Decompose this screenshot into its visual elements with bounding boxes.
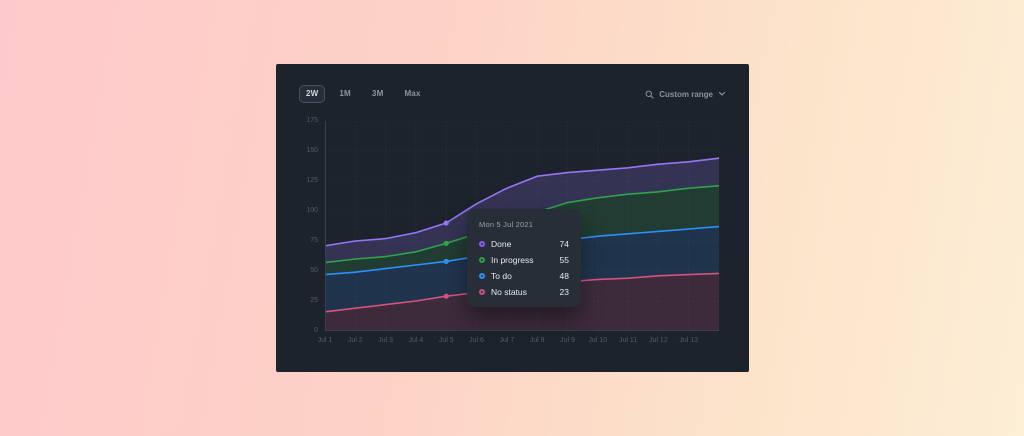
chart-panel: 2W 1M 3M Max Custom range 0 25 50 75 100 125 150 1… xyxy=(276,64,749,372)
range-button-2w[interactable]: 2W xyxy=(299,85,326,103)
y-tick-label: 75 xyxy=(310,237,318,244)
x-tick-label: Jul 8 xyxy=(529,337,545,344)
tooltip-row-done: Done 74 xyxy=(479,238,569,250)
y-tick-label: 100 xyxy=(306,207,318,214)
y-tick-label: 125 xyxy=(306,177,318,184)
range-button-1m[interactable]: 1M xyxy=(332,85,358,103)
x-tick-label: Jul 4 xyxy=(408,337,424,344)
x-tick-label: Jul 12 xyxy=(649,337,668,344)
y-tick-label: 50 xyxy=(310,267,318,274)
tooltip-series-value: 55 xyxy=(559,255,569,265)
tooltip-series-value: 23 xyxy=(559,287,569,297)
range-button-max[interactable]: Max xyxy=(397,85,427,103)
x-tick-label: Jul 11 xyxy=(618,337,638,344)
tooltip-row-in-progress: In progress 55 xyxy=(479,254,569,266)
tooltip-series-label: No status xyxy=(491,287,527,297)
x-tick-label: Jul 1 xyxy=(317,337,333,344)
custom-range-dropdown[interactable]: Custom range xyxy=(645,90,726,99)
tooltip-date: Mon 5 Jul 2021 xyxy=(479,220,534,229)
legend-ring-icon xyxy=(479,241,485,247)
legend-ring-icon xyxy=(479,289,485,295)
chart-tooltip: Mon 5 Jul 2021 Done 74 In progress 55 To do 4… xyxy=(467,209,581,307)
tooltip-series-value: 48 xyxy=(559,271,569,281)
y-tick-label: 0 xyxy=(314,327,318,334)
legend-ring-icon xyxy=(479,273,485,279)
custom-range-label: Custom range xyxy=(659,89,713,99)
x-tick-label: Jul 9 xyxy=(560,337,575,344)
x-tick-label: Jul 10 xyxy=(588,337,608,344)
tooltip-row-no-status: No status 23 xyxy=(479,286,569,298)
tooltip-rows: Done 74 In progress 55 To do 48 No status 23 xyxy=(479,238,569,298)
chevron-down-icon xyxy=(718,91,726,97)
x-tick-label: Jul 2 xyxy=(347,337,363,344)
search-icon xyxy=(645,90,654,99)
y-tick-label: 25 xyxy=(310,297,318,304)
y-tick-label: 175 xyxy=(306,117,318,124)
tooltip-row-to-do: To do 48 xyxy=(479,270,569,282)
tooltip-series-label: To do xyxy=(491,271,512,281)
x-tick-label: Jul 7 xyxy=(499,337,515,344)
x-axis: Jul 1 Jul 2 Jul 3 Jul 4 Jul 5 Jul 6 Jul 7 Jul 8… xyxy=(318,337,719,349)
tooltip-series-value: 74 xyxy=(559,239,569,249)
x-tick-label: Jul 3 xyxy=(378,337,394,344)
chart-toolbar: 2W 1M 3M Max Custom range xyxy=(299,84,726,104)
y-axis: 0 25 50 75 100 125 150 175 xyxy=(276,117,318,334)
x-tick-label: Jul 5 xyxy=(438,337,454,344)
x-tick-label: Jul 13 xyxy=(679,337,699,344)
tooltip-series-label: Done xyxy=(491,239,512,249)
range-selector: 2W 1M 3M Max xyxy=(299,85,428,103)
range-button-3m[interactable]: 3M xyxy=(365,85,391,103)
legend-ring-icon xyxy=(479,257,485,263)
x-tick-label: Jul 6 xyxy=(469,337,484,344)
y-tick-label: 150 xyxy=(306,147,318,154)
tooltip-series-label: In progress xyxy=(491,255,534,265)
